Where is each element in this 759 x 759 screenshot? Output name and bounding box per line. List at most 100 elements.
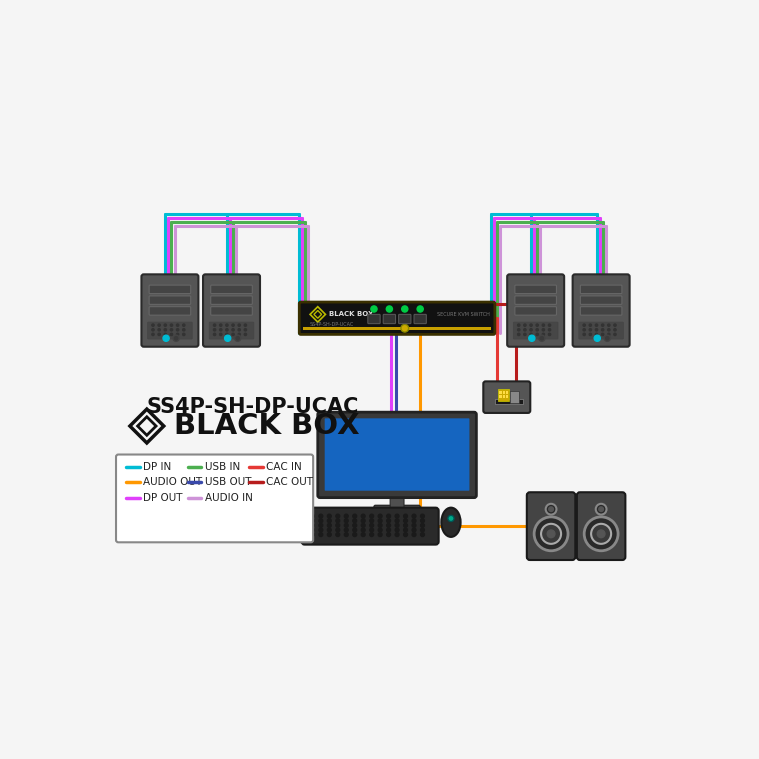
Text: USB IN: USB IN <box>205 461 240 472</box>
Text: SS4P-SH-DP-UCAC: SS4P-SH-DP-UCAC <box>146 397 359 417</box>
Circle shape <box>404 519 408 523</box>
Circle shape <box>518 333 520 335</box>
FancyBboxPatch shape <box>211 296 252 304</box>
Circle shape <box>583 333 585 335</box>
FancyBboxPatch shape <box>572 274 630 347</box>
FancyBboxPatch shape <box>577 493 625 560</box>
Text: CAC OUT: CAC OUT <box>266 477 313 487</box>
Circle shape <box>164 333 166 335</box>
Circle shape <box>549 324 551 326</box>
Circle shape <box>361 519 365 523</box>
Circle shape <box>336 533 340 537</box>
FancyBboxPatch shape <box>398 314 411 323</box>
Circle shape <box>170 329 172 331</box>
FancyBboxPatch shape <box>483 381 531 413</box>
Circle shape <box>395 533 399 537</box>
Circle shape <box>164 324 166 326</box>
Circle shape <box>549 333 551 335</box>
FancyBboxPatch shape <box>149 285 191 294</box>
Circle shape <box>412 528 416 532</box>
Circle shape <box>353 533 357 537</box>
Circle shape <box>404 514 408 518</box>
FancyBboxPatch shape <box>318 412 477 498</box>
Circle shape <box>412 519 416 523</box>
Circle shape <box>176 333 179 335</box>
Circle shape <box>336 514 340 518</box>
Circle shape <box>244 333 247 335</box>
Circle shape <box>386 524 391 528</box>
Circle shape <box>183 324 185 326</box>
Circle shape <box>336 528 340 532</box>
Circle shape <box>378 524 382 528</box>
FancyBboxPatch shape <box>149 296 191 304</box>
Bar <box>499 392 502 394</box>
Circle shape <box>378 514 382 518</box>
Circle shape <box>371 306 377 312</box>
Circle shape <box>152 324 154 326</box>
Circle shape <box>327 519 331 523</box>
Circle shape <box>596 504 606 515</box>
FancyBboxPatch shape <box>579 322 623 339</box>
Circle shape <box>420 514 424 518</box>
Circle shape <box>353 519 357 523</box>
Circle shape <box>395 528 399 532</box>
Circle shape <box>361 528 365 532</box>
Circle shape <box>370 519 373 523</box>
FancyBboxPatch shape <box>325 418 470 491</box>
Circle shape <box>542 324 544 326</box>
Circle shape <box>176 324 179 326</box>
Circle shape <box>336 519 340 523</box>
Circle shape <box>541 524 561 544</box>
Circle shape <box>345 533 348 537</box>
Circle shape <box>420 533 424 537</box>
Circle shape <box>345 514 348 518</box>
Circle shape <box>370 528 373 532</box>
Circle shape <box>404 528 408 532</box>
Circle shape <box>213 329 216 331</box>
FancyBboxPatch shape <box>301 508 439 545</box>
Circle shape <box>225 333 228 335</box>
Circle shape <box>244 324 247 326</box>
FancyBboxPatch shape <box>515 296 556 304</box>
Circle shape <box>158 333 160 335</box>
Circle shape <box>542 333 544 335</box>
Text: SECURE KVM SWITCH: SECURE KVM SWITCH <box>436 312 490 317</box>
Circle shape <box>404 533 408 537</box>
Circle shape <box>225 329 228 331</box>
Circle shape <box>546 504 556 515</box>
Circle shape <box>370 524 373 528</box>
FancyBboxPatch shape <box>581 285 622 294</box>
Circle shape <box>213 333 216 335</box>
Circle shape <box>319 519 323 523</box>
Circle shape <box>176 329 179 331</box>
Circle shape <box>158 329 160 331</box>
Circle shape <box>604 335 610 342</box>
Circle shape <box>361 533 365 537</box>
Circle shape <box>591 524 611 544</box>
Circle shape <box>310 524 314 528</box>
Circle shape <box>594 335 600 342</box>
Bar <box>303 326 491 329</box>
Bar <box>505 395 508 398</box>
FancyBboxPatch shape <box>383 314 395 323</box>
Text: BLACK BOX: BLACK BOX <box>174 412 360 440</box>
Bar <box>498 389 509 402</box>
Circle shape <box>319 524 323 528</box>
FancyBboxPatch shape <box>515 285 556 294</box>
Circle shape <box>327 514 331 518</box>
Circle shape <box>170 333 172 335</box>
Circle shape <box>536 329 538 331</box>
Circle shape <box>595 329 597 331</box>
Circle shape <box>524 329 526 331</box>
Circle shape <box>420 528 424 532</box>
FancyBboxPatch shape <box>515 307 556 315</box>
FancyBboxPatch shape <box>513 322 558 339</box>
Circle shape <box>420 519 424 523</box>
Circle shape <box>345 528 348 532</box>
Circle shape <box>319 533 323 537</box>
Circle shape <box>219 333 222 335</box>
Circle shape <box>353 528 357 532</box>
Circle shape <box>386 519 391 523</box>
Circle shape <box>412 524 416 528</box>
Text: USB OUT: USB OUT <box>205 477 251 487</box>
